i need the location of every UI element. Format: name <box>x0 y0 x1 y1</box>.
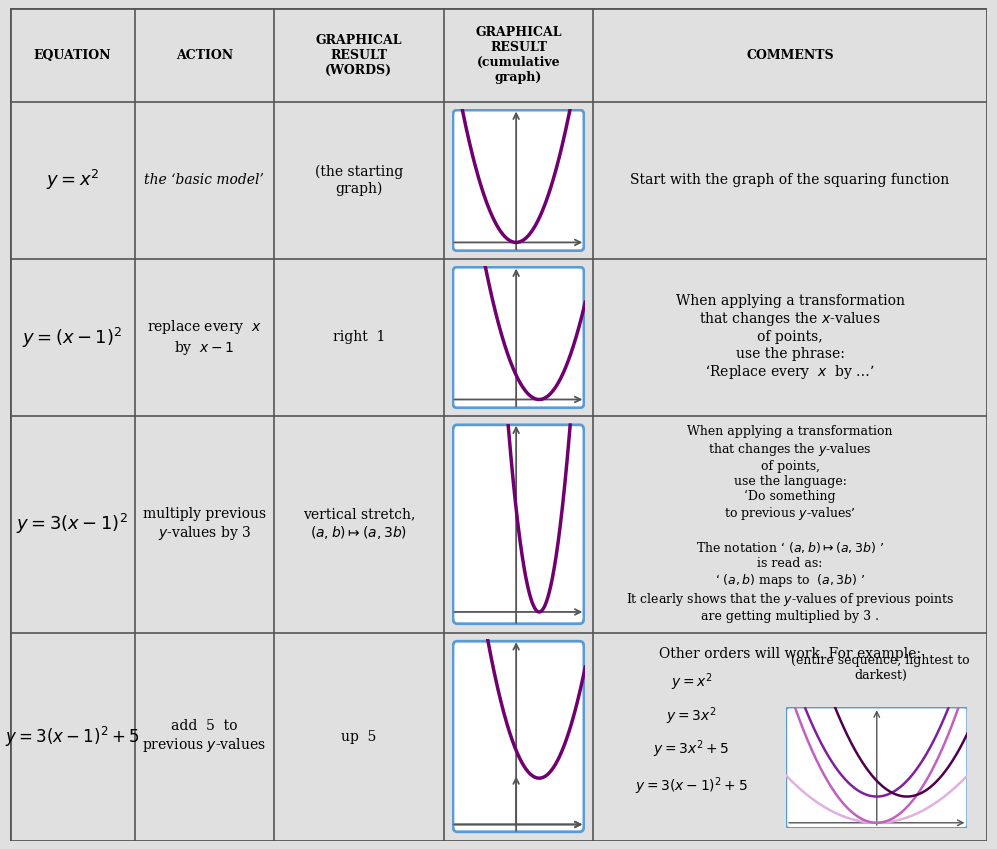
Text: $y = (x-1)^2$: $y = (x-1)^2$ <box>22 325 123 350</box>
FancyBboxPatch shape <box>453 641 584 832</box>
Text: $y = 3(x-1)^2$: $y = 3(x-1)^2$ <box>16 512 129 537</box>
Text: $y = x^2$: $y = x^2$ <box>671 672 713 694</box>
Text: vertical stretch,
$(a, b) \mapsto (a, 3b)$: vertical stretch, $(a, b) \mapsto (a, 3b… <box>303 508 415 541</box>
Text: EQUATION: EQUATION <box>34 48 111 62</box>
Text: up  5: up 5 <box>341 729 377 744</box>
FancyBboxPatch shape <box>453 267 584 408</box>
Text: $y = 3(x-1)^2 + 5$: $y = 3(x-1)^2 + 5$ <box>635 776 748 797</box>
Text: Start with the graph of the squaring function: Start with the graph of the squaring fun… <box>630 173 950 188</box>
FancyBboxPatch shape <box>453 424 584 624</box>
Text: $y = 3x^2$: $y = 3x^2$ <box>666 705 717 727</box>
Text: $y = 3x^2 + 5$: $y = 3x^2 + 5$ <box>653 738 730 760</box>
Text: $y = 3(x-1)^2+5$: $y = 3(x-1)^2+5$ <box>5 724 140 749</box>
Text: When applying a transformation
that changes the $y$-values
of points,
use the la: When applying a transformation that chan… <box>626 425 954 623</box>
Text: ACTION: ACTION <box>175 48 233 62</box>
Text: GRAPHICAL
RESULT
(WORDS): GRAPHICAL RESULT (WORDS) <box>316 34 402 76</box>
FancyBboxPatch shape <box>453 110 584 250</box>
Text: the ‘basic model’: the ‘basic model’ <box>145 173 264 188</box>
Text: multiply previous
$y$-values by 3: multiply previous $y$-values by 3 <box>143 507 266 542</box>
Text: replace every  $x$
by  $x - 1$: replace every $x$ by $x - 1$ <box>147 318 262 357</box>
Text: COMMENTS: COMMENTS <box>747 48 833 62</box>
Text: add  5  to
previous $y$-values: add 5 to previous $y$-values <box>143 719 266 754</box>
Text: GRAPHICAL
RESULT
(cumulative
graph): GRAPHICAL RESULT (cumulative graph) <box>476 26 561 84</box>
Text: (entire sequence, lightest to
darkest): (entire sequence, lightest to darkest) <box>792 654 970 682</box>
Text: (the starting
graph): (the starting graph) <box>315 165 403 196</box>
Text: right  1: right 1 <box>333 330 385 345</box>
FancyBboxPatch shape <box>787 707 967 828</box>
Text: Other orders will work. For example:: Other orders will work. For example: <box>659 647 921 661</box>
Text: $y = x^2$: $y = x^2$ <box>46 168 99 193</box>
Text: When applying a transformation
that changes the $x$-values
of points,
use the ph: When applying a transformation that chan… <box>676 294 904 381</box>
